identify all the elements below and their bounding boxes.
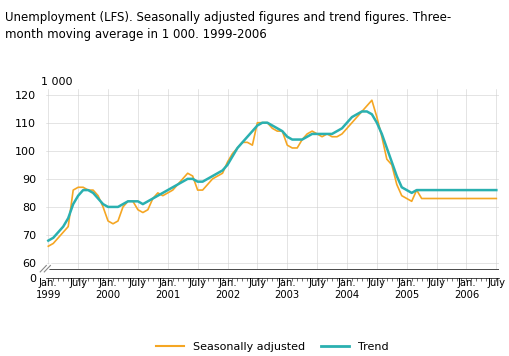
Text: Unemployment (LFS). Seasonally adjusted figures and trend figures. Three-
month : Unemployment (LFS). Seasonally adjusted …: [5, 11, 451, 41]
Text: 1 000: 1 000: [41, 77, 73, 87]
Legend: Seasonally adjusted, Trend: Seasonally adjusted, Trend: [152, 338, 393, 356]
